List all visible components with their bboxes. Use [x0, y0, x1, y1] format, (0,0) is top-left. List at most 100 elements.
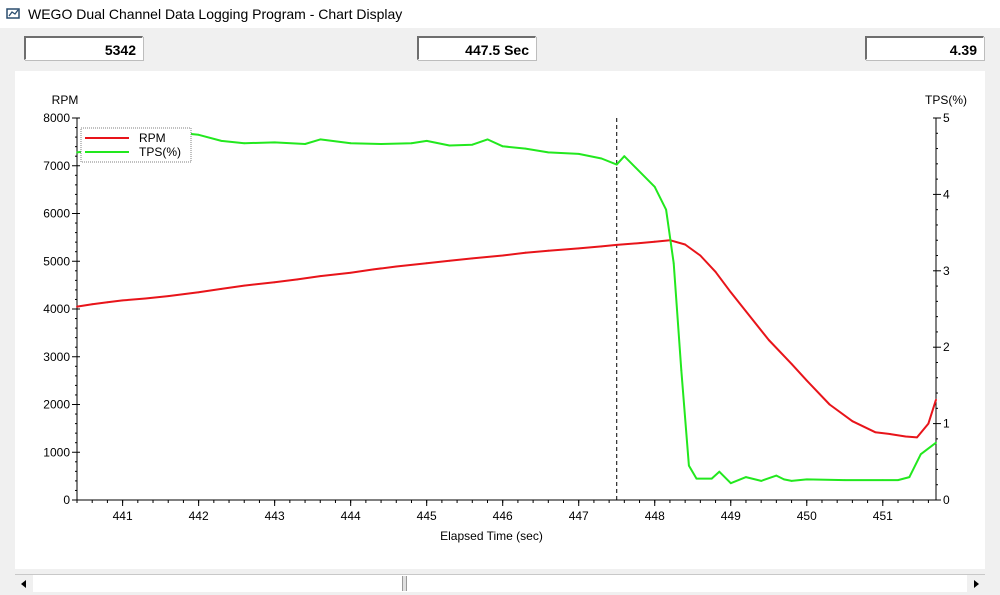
x-tick-label: 447 — [569, 509, 589, 523]
data-point — [695, 477, 698, 480]
data-point — [425, 262, 428, 265]
data-point — [220, 288, 223, 290]
y-right-tick-label: 4 — [943, 187, 950, 201]
y-left-tick-label: 6000 — [43, 207, 70, 221]
y-left-tick-label: 3000 — [43, 350, 70, 364]
data-point — [760, 480, 763, 482]
data-point — [718, 470, 721, 473]
data-point — [410, 142, 413, 145]
data-point — [851, 420, 854, 423]
tps-readout: 4.39 — [865, 36, 984, 60]
arrow-right-icon — [974, 579, 979, 588]
rpm-tps-chart[interactable]: 0 1000 2000 3000 4000 5000 6000 7000 8000 0 1 2 3 4 5 4… — [15, 71, 985, 569]
data-point — [501, 254, 504, 257]
data-point — [349, 271, 352, 274]
data-point — [220, 140, 223, 142]
y-left-tick-label: 4000 — [43, 302, 70, 316]
legend-box — [80, 127, 192, 163]
y-left-tick-label: 1000 — [43, 445, 70, 459]
data-point — [380, 143, 382, 145]
data-point — [904, 435, 907, 438]
y-left-tick-label: 2000 — [43, 398, 70, 412]
data-point — [680, 369, 683, 371]
data-point — [745, 476, 747, 478]
y-left-tick-label: 8000 — [43, 111, 70, 125]
data-point — [653, 240, 656, 243]
horizontal-scrollbar[interactable] — [15, 574, 985, 592]
data-point — [805, 379, 808, 382]
scroll-thumb[interactable] — [402, 576, 407, 591]
data-point — [699, 254, 702, 257]
data-point — [783, 478, 785, 481]
data-point — [372, 268, 375, 271]
data-point — [273, 281, 276, 284]
data-point — [524, 147, 527, 150]
data-point — [775, 474, 778, 477]
data-point — [304, 143, 306, 145]
x-tick-label: 450 — [797, 509, 817, 523]
y-right-tick-label: 3 — [943, 264, 950, 278]
data-point — [767, 339, 770, 341]
x-axis-label: Elapsed Time (sec) — [440, 529, 543, 543]
x-tick-label: 449 — [721, 509, 741, 523]
data-point — [106, 301, 109, 304]
data-point — [144, 297, 147, 300]
y-right-axis-label: TPS(%) — [925, 93, 967, 107]
y-left-axis-label: RPM — [52, 93, 79, 107]
rpm-readout: 5342 — [24, 36, 143, 60]
data-point — [296, 278, 299, 281]
data-point — [805, 478, 808, 481]
data-point — [729, 291, 732, 294]
data-point — [167, 295, 170, 297]
legend-label: TPS(%) — [139, 145, 181, 159]
data-point — [745, 310, 747, 313]
y-right-tick-label: 1 — [943, 417, 950, 431]
data-point — [319, 275, 322, 277]
data-point — [638, 242, 641, 245]
data-point — [577, 153, 580, 155]
data-point — [623, 155, 626, 158]
data-point — [600, 245, 603, 248]
data-point — [349, 142, 352, 145]
data-point — [881, 479, 884, 481]
series-line-rpm — [76, 239, 937, 439]
data-point — [273, 141, 276, 144]
data-point — [425, 140, 428, 142]
x-tick-label: 445 — [417, 509, 437, 523]
data-point — [729, 482, 732, 485]
scroll-left-button[interactable] — [15, 575, 33, 592]
data-point — [665, 208, 667, 211]
data-point — [577, 247, 580, 250]
y-left-tick-label: 5000 — [43, 254, 70, 268]
x-tick-label: 443 — [265, 509, 285, 523]
window-title: WEGO Dual Channel Data Logging Program -… — [28, 6, 403, 22]
y-left-tick-label: 0 — [63, 493, 70, 507]
data-point — [471, 257, 474, 260]
data-point — [319, 138, 322, 141]
legend-label: RPM — [139, 131, 166, 145]
data-point — [448, 144, 451, 147]
x-tick-label: 451 — [873, 509, 893, 523]
time-readout: 447.5 Sec — [417, 36, 536, 60]
data-point — [684, 243, 686, 246]
data-point — [843, 479, 846, 481]
y-right-tick-label: 2 — [943, 340, 950, 354]
data-point — [714, 270, 717, 273]
data-point — [935, 398, 937, 401]
scroll-right-button[interactable] — [967, 575, 985, 592]
data-point — [710, 477, 713, 480]
data-point — [448, 259, 451, 262]
y-left-tick-label: 7000 — [43, 159, 70, 173]
data-point — [615, 163, 618, 166]
data-point — [501, 145, 504, 148]
data-point — [897, 479, 899, 481]
series-line-tps — [76, 132, 937, 485]
x-tick-label: 441 — [113, 509, 133, 523]
title-bar: WEGO Dual Channel Data Logging Program -… — [0, 0, 1000, 28]
data-point — [634, 166, 637, 169]
x-tick-label: 444 — [341, 509, 361, 523]
data-point — [672, 262, 675, 265]
y-right-tick-label: 5 — [943, 111, 950, 125]
data-point — [615, 244, 618, 246]
data-point — [908, 476, 911, 478]
